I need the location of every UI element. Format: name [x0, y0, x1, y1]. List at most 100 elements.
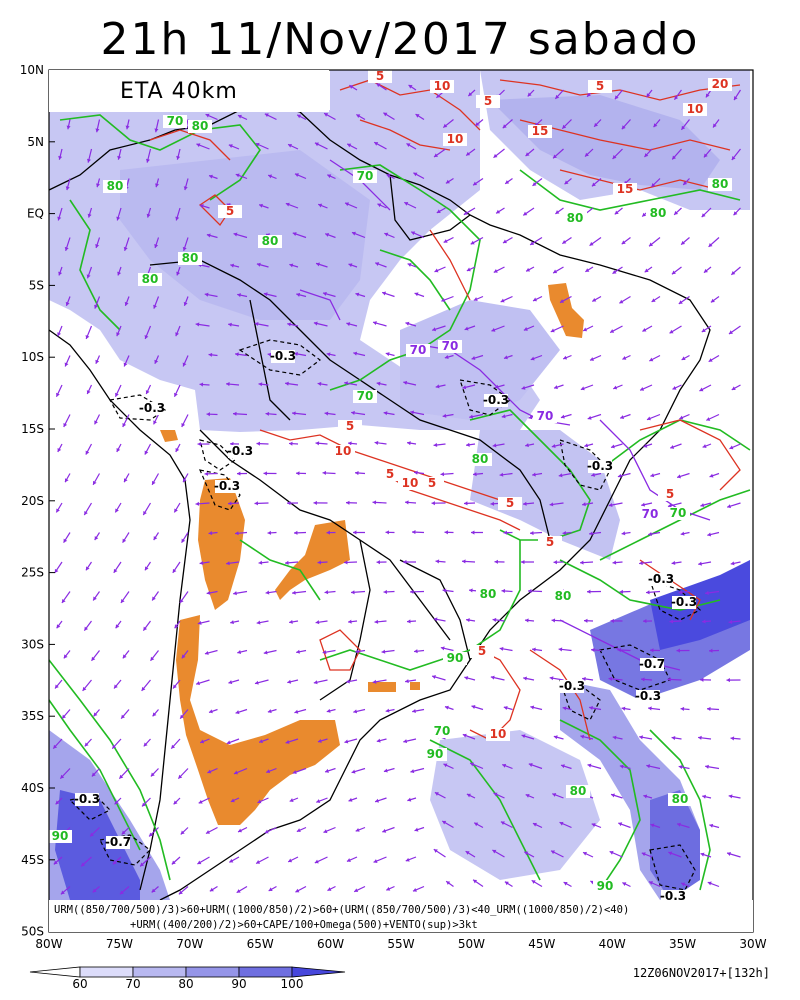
wind-arrow-head	[257, 799, 262, 804]
wind-arrow-head	[292, 770, 297, 774]
wind-arrow-head	[123, 478, 128, 483]
contour-label-bg	[636, 690, 660, 703]
wind-arrow-head	[327, 174, 332, 179]
latitude-label: 15S	[21, 422, 44, 436]
wind-arrow-head	[353, 709, 358, 714]
wind-arrow-head	[179, 598, 184, 603]
wind-arrow-head	[585, 268, 590, 272]
wind-arrow-head	[669, 619, 674, 624]
contour-label: 90	[447, 651, 464, 665]
wind-arrow-head	[237, 293, 242, 298]
wind-arrow-head	[381, 649, 386, 654]
wind-arrow-head	[471, 705, 476, 709]
wind-arrow-head	[640, 386, 645, 391]
contour-label-bg	[218, 205, 242, 218]
wind-arrow-head	[205, 830, 210, 834]
wind-arrow-head	[63, 423, 68, 428]
wind-arrow-head	[150, 656, 155, 661]
wind-arrow-head	[619, 299, 624, 304]
wind-arrow-head	[646, 416, 651, 421]
wind-arrow-head	[318, 203, 323, 208]
wind-arrow-head	[143, 742, 148, 747]
wind-arrow-head	[464, 501, 468, 506]
wind-arrow-head	[587, 763, 592, 768]
wind-arrow-head	[679, 415, 684, 420]
wind-arrow-head	[403, 739, 408, 744]
wind-arrow-head	[589, 531, 593, 536]
colorbar: 60 70 80 90 100	[29, 966, 346, 991]
latitude-label: 45S	[21, 853, 44, 867]
wind-arrow-head	[181, 654, 186, 659]
wind-arrow-head	[493, 153, 498, 158]
wind-arrow-head	[121, 714, 125, 719]
wind-arrow-head	[115, 624, 120, 629]
wind-arrow-head	[85, 450, 90, 455]
wind-arrow-head	[731, 386, 736, 390]
longitude-label: 55W	[387, 937, 414, 951]
wind-arrow-head	[255, 142, 260, 147]
contour-label: 80	[672, 792, 689, 806]
wind-arrow-head	[172, 568, 177, 573]
wind-arrow-head	[196, 143, 201, 148]
wind-arrow-head	[713, 123, 717, 128]
wind-arrow-head	[199, 382, 204, 387]
wind-arrow-head	[153, 420, 157, 425]
contour-label-bg	[638, 508, 662, 521]
longitude-label: 30W	[739, 937, 766, 951]
wind-arrow-head	[442, 820, 447, 825]
wind-arrow-head	[650, 648, 654, 653]
wind-arrow-head	[64, 362, 69, 367]
wind-arrow-head	[254, 501, 259, 506]
wind-arrow-head	[267, 530, 272, 535]
wind-arrow-head	[475, 122, 480, 126]
contour-label-bg	[666, 507, 690, 520]
wind-arrow-head	[385, 530, 389, 535]
contour-label: 70	[357, 169, 374, 183]
wind-arrow-head	[558, 647, 563, 652]
wind-arrow-head	[700, 677, 704, 682]
latitude-label: 50S	[21, 925, 44, 939]
wind-arrow-head	[82, 686, 87, 691]
wind-arrow-head	[144, 334, 149, 339]
wind-arrow-head	[407, 619, 411, 624]
wind-arrow-head	[292, 590, 296, 595]
wind-arrow-head	[532, 647, 536, 652]
wind-arrow-head	[313, 500, 317, 505]
contour-label: -0.3	[483, 393, 509, 407]
wind-arrow-head	[503, 530, 507, 535]
wind-arrow-head	[708, 243, 713, 247]
contour-label: 5	[666, 487, 674, 501]
wind-arrow-head	[171, 744, 176, 749]
contour-label: 20	[712, 77, 729, 91]
wind-arrow-head	[235, 710, 240, 715]
contour-label-bg	[498, 497, 522, 510]
contour-label-bg	[533, 410, 557, 423]
wind-arrow-head	[619, 589, 624, 594]
wind-arrow-head	[583, 327, 588, 332]
wind-arrow-head	[583, 851, 588, 856]
wind-arrow-head	[707, 881, 712, 886]
wind-arrow-head	[324, 113, 329, 117]
contour-label: 80	[650, 206, 667, 220]
wind-arrow-head	[95, 128, 100, 133]
contour-label: 10	[434, 79, 451, 93]
wind-arrow-head	[91, 772, 96, 777]
wind-arrow-head	[143, 626, 148, 631]
contour-label-bg	[708, 178, 732, 191]
wind-arrow-head	[85, 334, 90, 339]
wind-arrow-head	[382, 828, 387, 833]
wind-arrow-head	[349, 85, 354, 89]
wind-arrow-head	[671, 560, 676, 566]
wind-arrow-head	[205, 113, 210, 118]
wind-arrow-head	[183, 301, 188, 306]
contour-label: 70	[357, 389, 374, 403]
wind-arrow-head	[120, 598, 125, 603]
wind-arrow-head	[200, 739, 205, 744]
contour-label-bg	[443, 133, 467, 146]
wind-arrow-head	[146, 213, 151, 218]
wind-arrow-head	[60, 890, 65, 895]
wind-arrow-head	[54, 568, 59, 573]
contour-label-bg	[178, 252, 202, 265]
contour-label-bg	[163, 115, 187, 128]
contour-label: -0.3	[139, 401, 165, 415]
